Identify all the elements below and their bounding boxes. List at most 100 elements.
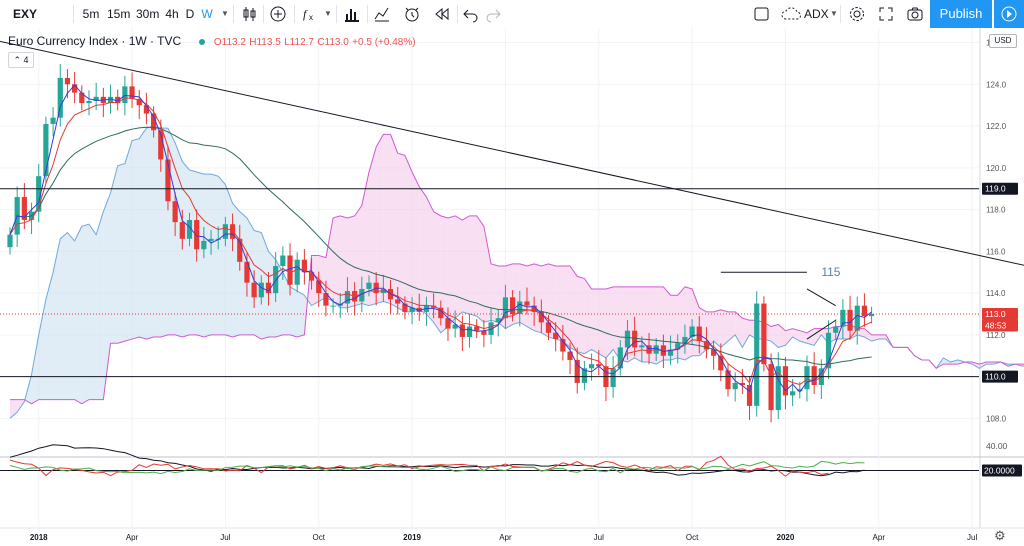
ichimoku-cloud-segment — [60, 232, 68, 400]
interval-4h-button[interactable]: 4h — [165, 7, 179, 21]
time-tick-label: Oct — [313, 533, 326, 542]
interval-30m-button[interactable]: 30m — [136, 7, 160, 21]
adx-tick-label: 40.00 — [986, 441, 1008, 451]
toolbar-divider — [840, 5, 841, 23]
candle-body — [416, 307, 422, 312]
ichimoku-cloud-segment — [412, 172, 420, 312]
chart-title: Euro Currency Index · 1W · TVC — [8, 34, 182, 48]
ichimoku-cloud-segment — [957, 359, 965, 365]
interval-d-button[interactable]: D — [185, 7, 195, 21]
ichimoku-cloud-segment — [189, 169, 197, 335]
candle-body — [143, 105, 150, 114]
candle-body — [186, 220, 193, 239]
ichimoku-cloud-segment — [103, 192, 111, 400]
price-tick-label: 114.0 — [986, 289, 1006, 298]
layout-square-icon[interactable] — [753, 5, 771, 23]
cloud-save-icon[interactable] — [781, 5, 803, 23]
time-tick-label: Jul — [967, 533, 977, 542]
candle-body — [596, 364, 602, 367]
ichimoku-cloud-segment — [340, 215, 348, 308]
candle-body — [64, 78, 71, 85]
price-label-text: 113.0 — [985, 309, 1006, 319]
candle-body — [258, 282, 264, 298]
candle-body — [57, 78, 63, 118]
candle-body — [560, 339, 566, 352]
interval-15m-button[interactable]: 15m — [107, 7, 131, 21]
time-tick-label: Apr — [873, 533, 886, 542]
candle-body — [617, 347, 623, 369]
candle-body — [531, 305, 537, 312]
price-tick-label: 120.0 — [986, 164, 1007, 173]
undo-icon[interactable] — [462, 5, 480, 23]
price-label-box — [982, 182, 1018, 195]
ichimoku-cloud-segment — [376, 134, 384, 304]
symbol-search-button[interactable]: EXY — [12, 7, 37, 21]
templates-icon[interactable] — [373, 5, 391, 23]
ichimoku-cloud-segment — [211, 174, 219, 335]
annotation-label: 115 — [821, 265, 840, 279]
candle-body — [330, 305, 336, 307]
currency-badge[interactable]: USD — [989, 34, 1017, 48]
chart-area[interactable]: 108.0 110.0 112.0 114.0 116.0 118.0 120.0 122.0… — [0, 28, 1024, 546]
ichimoku-cloud-segment — [742, 318, 750, 348]
ichimoku-cloud-segment — [325, 217, 334, 302]
indicator-name-label[interactable]: ADX — [804, 7, 829, 21]
candle-body — [136, 98, 142, 106]
candle-body — [811, 366, 817, 385]
publish-button[interactable]: Publish — [930, 0, 992, 28]
candle-body — [761, 303, 767, 365]
candle-body — [452, 324, 458, 329]
adx-label-box — [982, 464, 1022, 477]
toolbar-divider — [73, 5, 74, 23]
candle-body — [151, 113, 157, 131]
candle-body — [797, 389, 803, 392]
candle-body — [646, 345, 652, 354]
candle-body — [280, 255, 286, 266]
candle-body — [495, 318, 501, 323]
play-circle-icon — [1001, 6, 1017, 22]
ichimoku-cloud-segment — [175, 142, 183, 337]
candle-body — [474, 326, 480, 331]
candle-body — [553, 332, 559, 340]
ichimoku-cloud-segment — [261, 232, 269, 340]
redo-icon[interactable] — [484, 5, 502, 23]
ichimoku-cloud-segment — [735, 311, 743, 348]
camera-icon[interactable] — [906, 5, 924, 23]
scale-settings-gear-icon[interactable]: ⚙ — [994, 528, 1006, 543]
candle-body — [703, 341, 710, 350]
fullscreen-icon[interactable] — [877, 5, 895, 23]
candle-body — [431, 305, 437, 308]
interval-dropdown-icon[interactable]: ▼ — [221, 9, 229, 18]
candle-body — [725, 370, 731, 390]
ichimoku-cloud-segment — [45, 272, 54, 400]
layout-dropdown-icon[interactable]: ▼ — [830, 9, 838, 18]
candle-body — [301, 259, 307, 273]
candle-body — [567, 351, 573, 360]
candle-body — [639, 345, 645, 348]
candle-body — [488, 322, 494, 335]
ichimoku-cloud-segment — [526, 263, 535, 331]
gear-icon[interactable] — [848, 5, 866, 23]
toolbar-divider — [263, 5, 264, 23]
candle-body — [502, 297, 509, 319]
compare-add-icon[interactable] — [269, 5, 287, 23]
legend-collapse-button[interactable]: ⌃ 4 — [8, 52, 34, 68]
ichimoku-cloud-segment — [591, 288, 599, 354]
toolbar-divider — [336, 5, 337, 23]
ichimoku-cloud-segment — [483, 226, 492, 323]
price-axis-background — [980, 28, 1024, 546]
candle-body — [50, 117, 56, 124]
ichimoku-cloud-segment — [720, 309, 728, 348]
candle-body — [7, 234, 13, 248]
alert-clock-icon[interactable] — [403, 5, 421, 23]
panel-toggle-button[interactable] — [994, 0, 1024, 28]
interval-w-button[interactable]: W — [201, 7, 213, 21]
interval-5m-button[interactable]: 5m — [82, 7, 100, 21]
replay-icon[interactable] — [433, 5, 451, 23]
candle-body — [251, 282, 257, 298]
candle-body — [72, 84, 78, 93]
indicators-dropdown-icon[interactable]: ▼ — [324, 9, 332, 18]
candles-icon[interactable] — [241, 5, 259, 23]
bar-chart-icon[interactable] — [343, 5, 361, 23]
